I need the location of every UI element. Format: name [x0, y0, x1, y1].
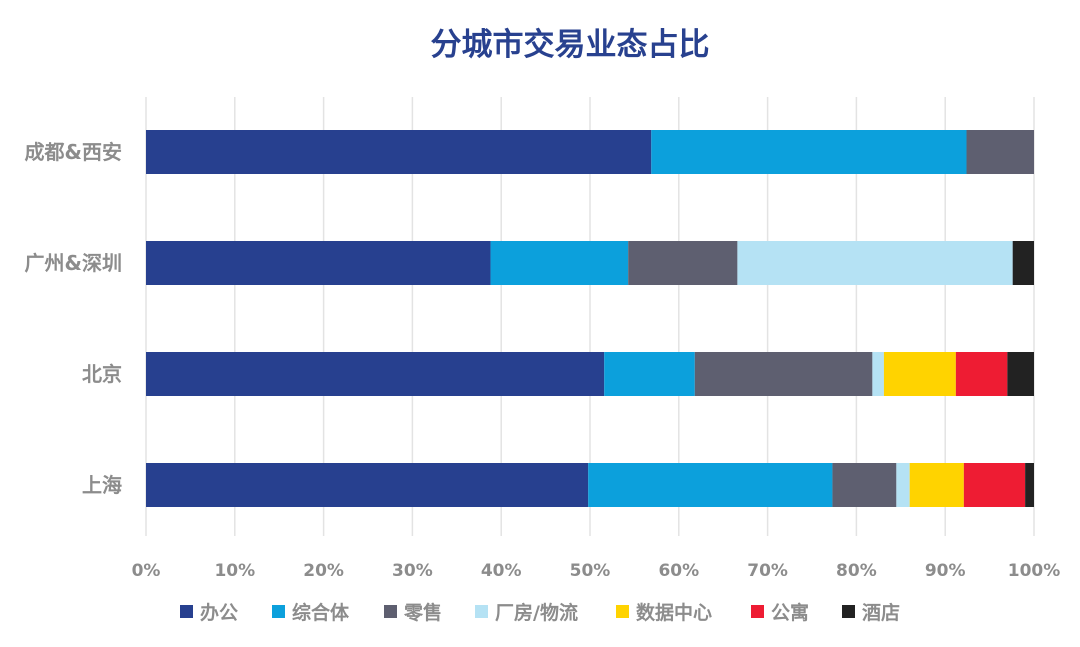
legend-label: 酒店 — [862, 601, 900, 624]
legend-swatch — [180, 605, 193, 618]
bar-segment — [1025, 463, 1034, 507]
legend-label: 零售 — [403, 601, 442, 624]
x-tick-label: 60% — [658, 561, 699, 581]
legend: 办公 综合体 零售 厂房/物流 数据中心 公寓 酒店 — [180, 601, 900, 624]
legend-swatch — [616, 605, 629, 618]
x-tick-label: 10% — [214, 561, 255, 581]
legend-label: 办公 — [200, 601, 238, 624]
legend-swatch — [751, 605, 764, 618]
x-tick-label: 100% — [1008, 561, 1061, 581]
bar-segment — [588, 463, 833, 507]
chart-title: 分城市交易业态占比 — [431, 27, 710, 63]
x-tick-label: 40% — [481, 561, 522, 581]
bar-segment — [146, 463, 589, 507]
legend-swatch — [272, 605, 285, 618]
x-tick-label: 80% — [836, 561, 877, 581]
bar-segment — [146, 241, 491, 285]
x-tick-label: 20% — [303, 561, 344, 581]
category-label: 成都&西安 — [25, 140, 122, 164]
x-tick-label: 90% — [925, 561, 966, 581]
bar-segment — [737, 241, 1013, 285]
legend-label: 公寓 — [771, 601, 809, 624]
x-tick-label: 30% — [392, 561, 433, 581]
bar-segment — [146, 130, 652, 174]
bar-segment — [909, 463, 964, 507]
legend-swatch — [475, 605, 488, 618]
bar-segment — [883, 352, 956, 396]
x-axis-ticks: 0% 10% 20% 30% 40% 50% 60% 70% 80% 90% 100% — [132, 561, 1061, 581]
x-tick-label: 50% — [570, 561, 611, 581]
x-tick-label: 70% — [747, 561, 788, 581]
bar-segment — [872, 352, 884, 396]
x-tick-label: 0% — [132, 561, 161, 581]
bar-segment — [651, 130, 967, 174]
bar-segment — [966, 130, 1034, 174]
bars — [146, 130, 1034, 507]
bar-segment — [694, 352, 873, 396]
legend-swatch — [842, 605, 855, 618]
category-label: 北京 — [82, 362, 122, 386]
bar-segment — [628, 241, 738, 285]
bar-segment — [1012, 241, 1034, 285]
bar-segment — [490, 241, 629, 285]
legend-label: 数据中心 — [636, 601, 712, 624]
legend-label: 厂房/物流 — [495, 601, 578, 624]
bar-segment — [955, 352, 1008, 396]
bar-segment — [146, 352, 605, 396]
category-label: 上海 — [82, 473, 122, 497]
legend-label: 综合体 — [292, 601, 350, 624]
legend-swatch — [384, 605, 397, 618]
category-label: 广州&深圳 — [25, 251, 122, 275]
bar-segment — [963, 463, 1026, 507]
bar-segment — [832, 463, 897, 507]
bar-segment — [896, 463, 910, 507]
bar-segment — [604, 352, 695, 396]
bar-segment — [1007, 352, 1034, 396]
